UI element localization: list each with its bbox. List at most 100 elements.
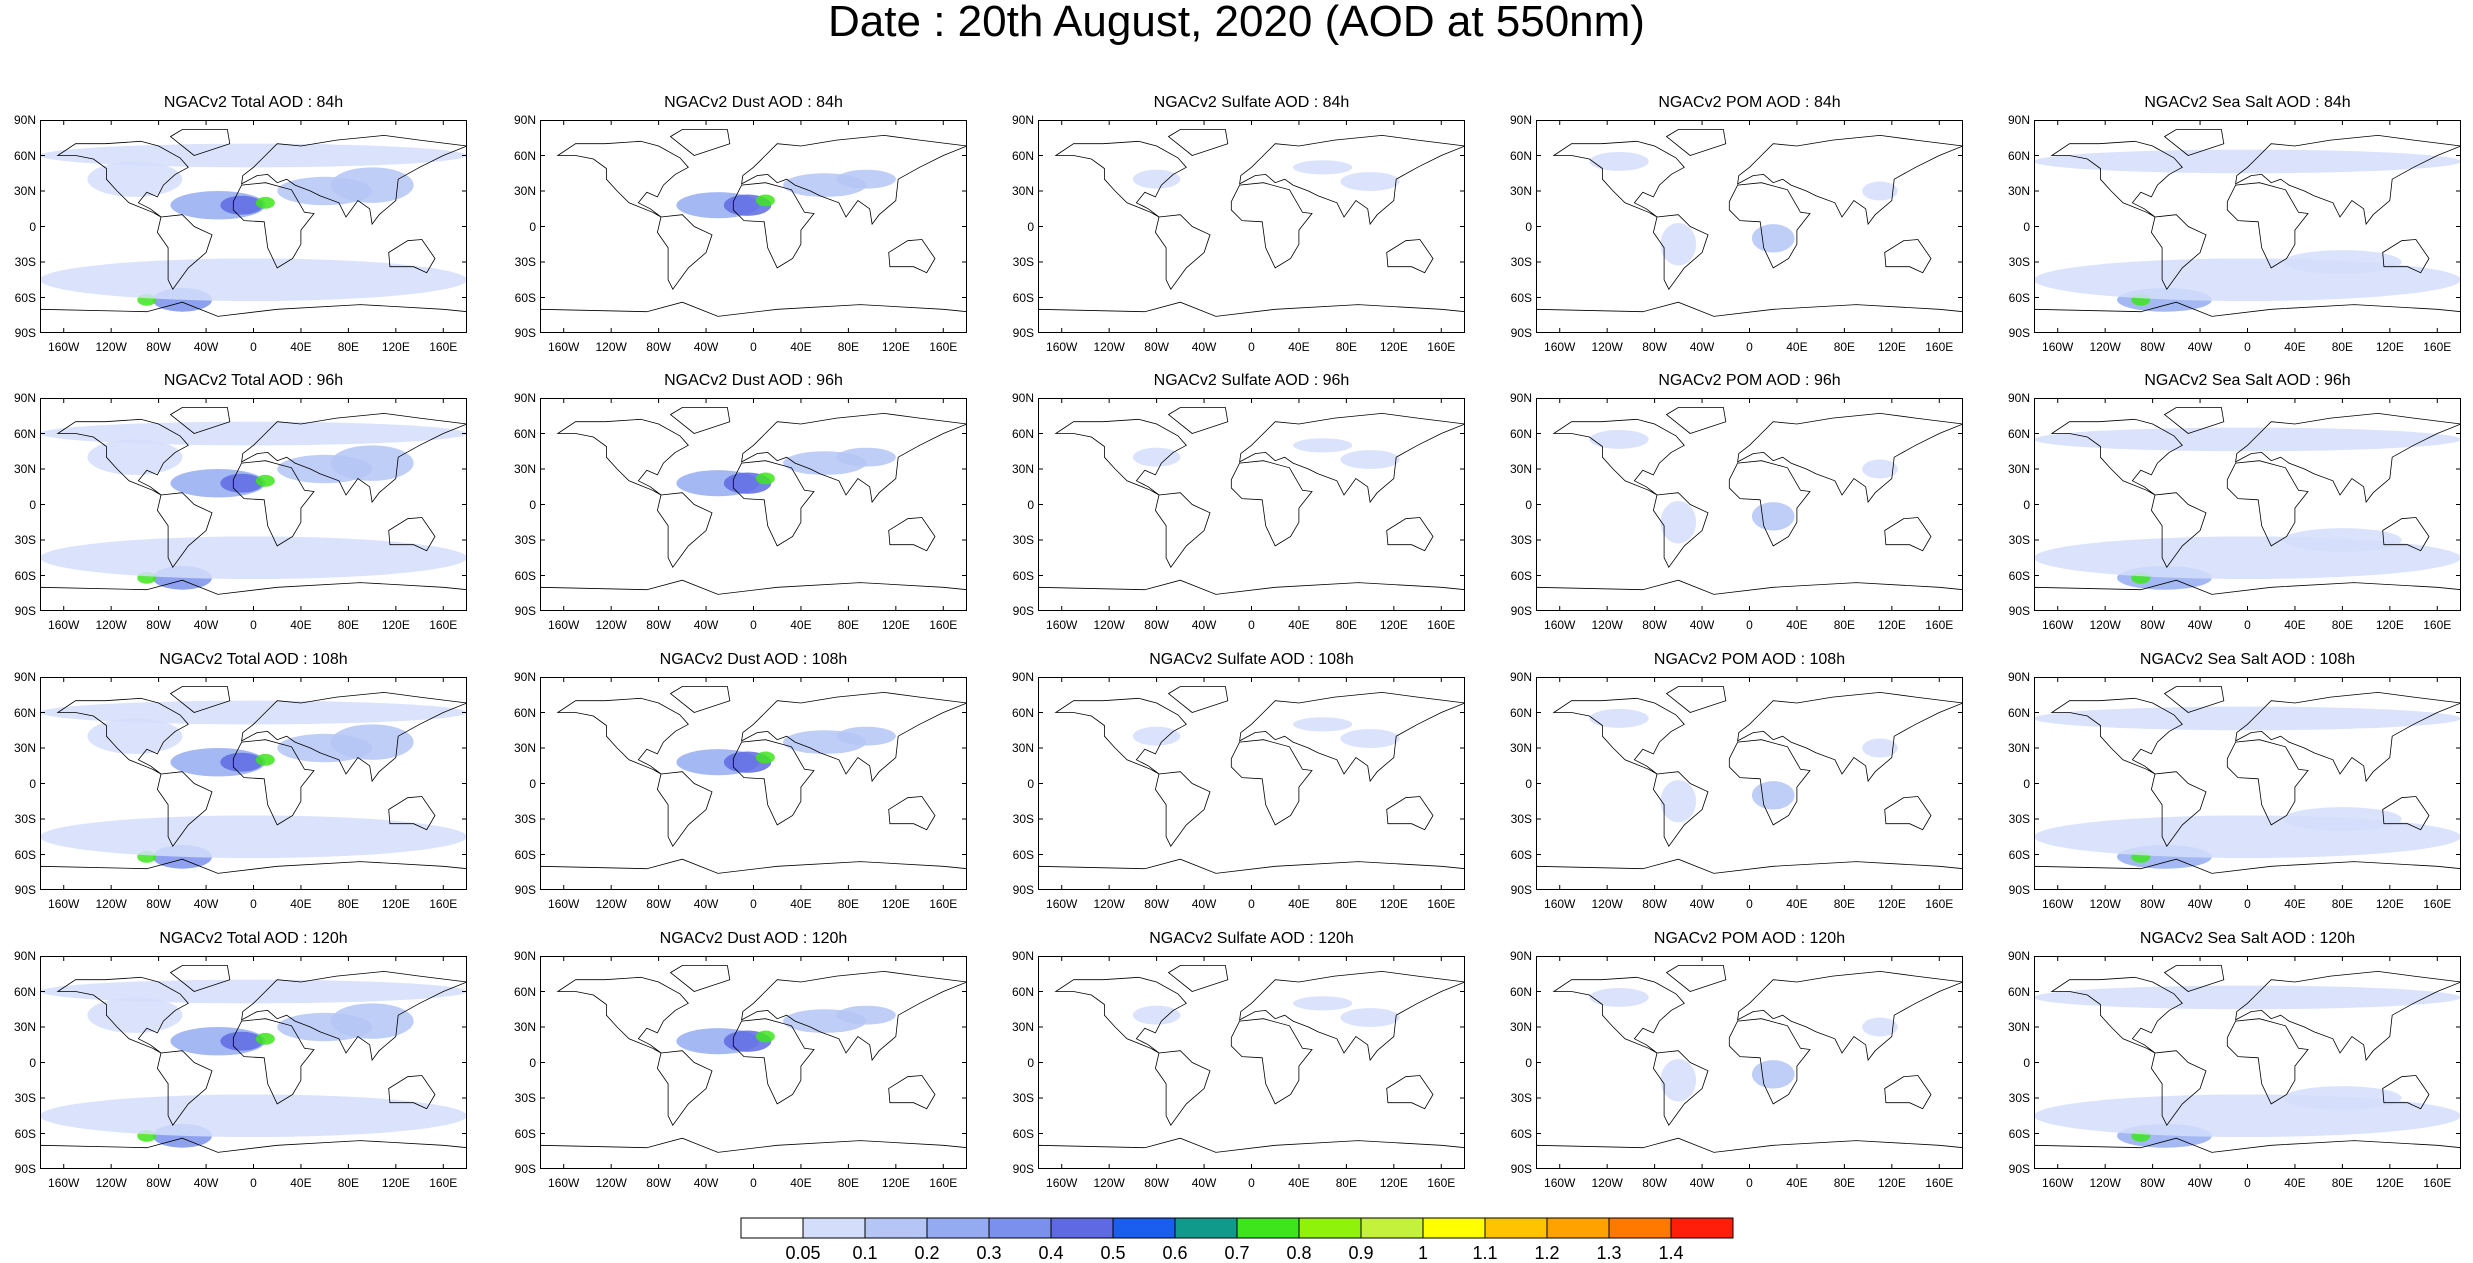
aod-plume — [40, 421, 467, 446]
lat-tick-label: 0 — [2023, 1055, 2030, 1070]
aod-plume — [1340, 172, 1400, 191]
coastline — [2235, 134, 2461, 226]
coastline — [40, 301, 467, 333]
aod-plume — [2283, 807, 2402, 831]
lat-tick-label: 0 — [29, 776, 36, 791]
map-panel: NGACv2 Total AOD : 84h 90N 60N 30N 0 30S 60S 90… — [0, 0, 480, 353]
coastline — [2382, 239, 2430, 274]
lat-tick-label: 60N — [13, 426, 36, 441]
lat-tick-label: 30S — [514, 1091, 536, 1105]
coastline — [1552, 697, 1685, 775]
colorbar-swatch — [864, 1217, 928, 1239]
colorbar-svg — [740, 1217, 1734, 1239]
lon-tick-label: 160W — [548, 340, 580, 354]
lon-tick-label: 40E — [790, 1176, 812, 1190]
aod-plume — [255, 1032, 275, 1045]
lon-tick-label: 80E — [337, 897, 360, 911]
lat-tick-label: 0 — [1525, 219, 1532, 234]
coastline — [241, 970, 467, 1062]
lat-tick-label: 90S — [14, 604, 36, 618]
lon-tick-label: 160W — [548, 618, 580, 632]
lon-tick-label: 40E — [2284, 1176, 2306, 1190]
coastline — [1154, 214, 1211, 290]
coastline — [388, 796, 436, 831]
lon-tick-label: 120E — [1877, 897, 1906, 911]
lat-tick-label: 30N — [2007, 462, 2030, 476]
lon-tick-label: 80E — [1335, 1176, 1358, 1190]
aod-plume — [330, 167, 414, 203]
lon-tick-label: 80W — [2140, 340, 2165, 354]
lat-tick-label: 30S — [1510, 1091, 1532, 1105]
lat-tick-label: 60N — [2007, 426, 2030, 441]
lat-tick-label: 90S — [1510, 326, 1532, 340]
map-panel: NGACv2 POM AOD : 84h 90N 60N 30N 0 30S 60S 90S 1… — [1496, 0, 1976, 353]
lon-tick-label: 120W — [2089, 897, 2121, 911]
lat-tick-label: 90N — [1509, 670, 1532, 684]
aod-plume — [1293, 160, 1353, 175]
coastline — [741, 412, 967, 504]
colorbar-swatch — [1360, 1217, 1424, 1239]
coastline — [2163, 129, 2225, 156]
coastline — [156, 492, 213, 568]
lon-tick-label: 120E — [381, 897, 410, 911]
map-panel: NGACv2 Sulfate AOD : 108h 90N 60N 30N 0 30S 60… — [998, 557, 1478, 910]
lat-tick-label: 30S — [14, 1091, 36, 1105]
map-plot — [2034, 120, 2461, 333]
lon-tick-label: 40E — [1288, 340, 1310, 354]
lat-tick-label: 90S — [1510, 883, 1532, 897]
map-frame — [540, 677, 967, 890]
map-panel: NGACv2 Dust AOD : 108h 90N 60N 30N 0 30S 60S 90… — [500, 557, 980, 910]
map-frame — [2034, 956, 2461, 1169]
coastline — [1054, 697, 1187, 775]
colorbar-swatch — [1174, 1217, 1238, 1239]
map-panel: NGACv2 Sea Salt AOD : 108h 90N 60N 30N 0 30S 6… — [1994, 557, 2473, 910]
lon-tick-label: 120E — [381, 1176, 410, 1190]
map-panel: NGACv2 Total AOD : 120h 90N 60N 30N 0 30S 60S 9… — [0, 836, 480, 1189]
coastline — [2226, 182, 2309, 269]
lat-tick-label: 30N — [2007, 741, 2030, 755]
aod-plume — [2283, 250, 2402, 274]
lat-tick-label: 60S — [514, 290, 536, 305]
map-frame — [540, 398, 967, 611]
coastline — [1552, 976, 1685, 1054]
lon-tick-label: 40W — [2187, 340, 2213, 354]
coastline — [2034, 579, 2461, 611]
coastline — [540, 858, 967, 890]
lon-tick-label: 120W — [595, 618, 627, 632]
lon-tick-label: 120W — [1591, 340, 1623, 354]
coastline — [1167, 129, 1229, 156]
lon-tick-label: 40W — [1191, 1176, 1217, 1190]
coastline — [169, 686, 231, 713]
panel-title: NGACv2 POM AOD : 96h — [1658, 372, 1841, 389]
panel-title: NGACv2 Sea Salt AOD : 120h — [2139, 930, 2356, 947]
lon-tick-label: 120W — [2089, 618, 2121, 632]
lon-tick-label: 80E — [837, 340, 860, 354]
coastline — [232, 1018, 315, 1105]
coastline — [388, 1075, 436, 1110]
lon-tick-label: 80E — [1833, 618, 1856, 632]
colorbar-swatch — [1670, 1217, 1734, 1239]
lon-tick-label: 40E — [790, 340, 812, 354]
coastline — [1536, 1137, 1963, 1169]
aod-plume — [330, 445, 414, 481]
colorbar-label: 0.1 — [852, 1243, 878, 1263]
lat-tick-label: 60S — [1012, 290, 1034, 305]
lon-tick-label: 40W — [693, 340, 719, 354]
lat-tick-label: 90N — [2007, 670, 2030, 684]
lat-tick-label: 90S — [14, 1162, 36, 1176]
aod-plume — [1751, 224, 1795, 253]
map-frame — [2034, 398, 2461, 611]
aod-plume — [1660, 779, 1697, 823]
coastline — [2226, 460, 2309, 547]
coastline — [888, 239, 936, 274]
aod-plume — [755, 751, 775, 764]
lat-tick-label: 90N — [513, 391, 536, 405]
coastline — [2226, 1018, 2309, 1105]
lon-tick-label: 120E — [881, 897, 910, 911]
lon-tick-label: 40E — [2284, 897, 2306, 911]
coastline — [2034, 301, 2461, 333]
aod-plume — [836, 726, 896, 746]
lat-tick-label: 30S — [2008, 533, 2030, 547]
lon-tick-label: 160W — [48, 618, 80, 632]
lat-tick-label: 90N — [513, 670, 536, 684]
